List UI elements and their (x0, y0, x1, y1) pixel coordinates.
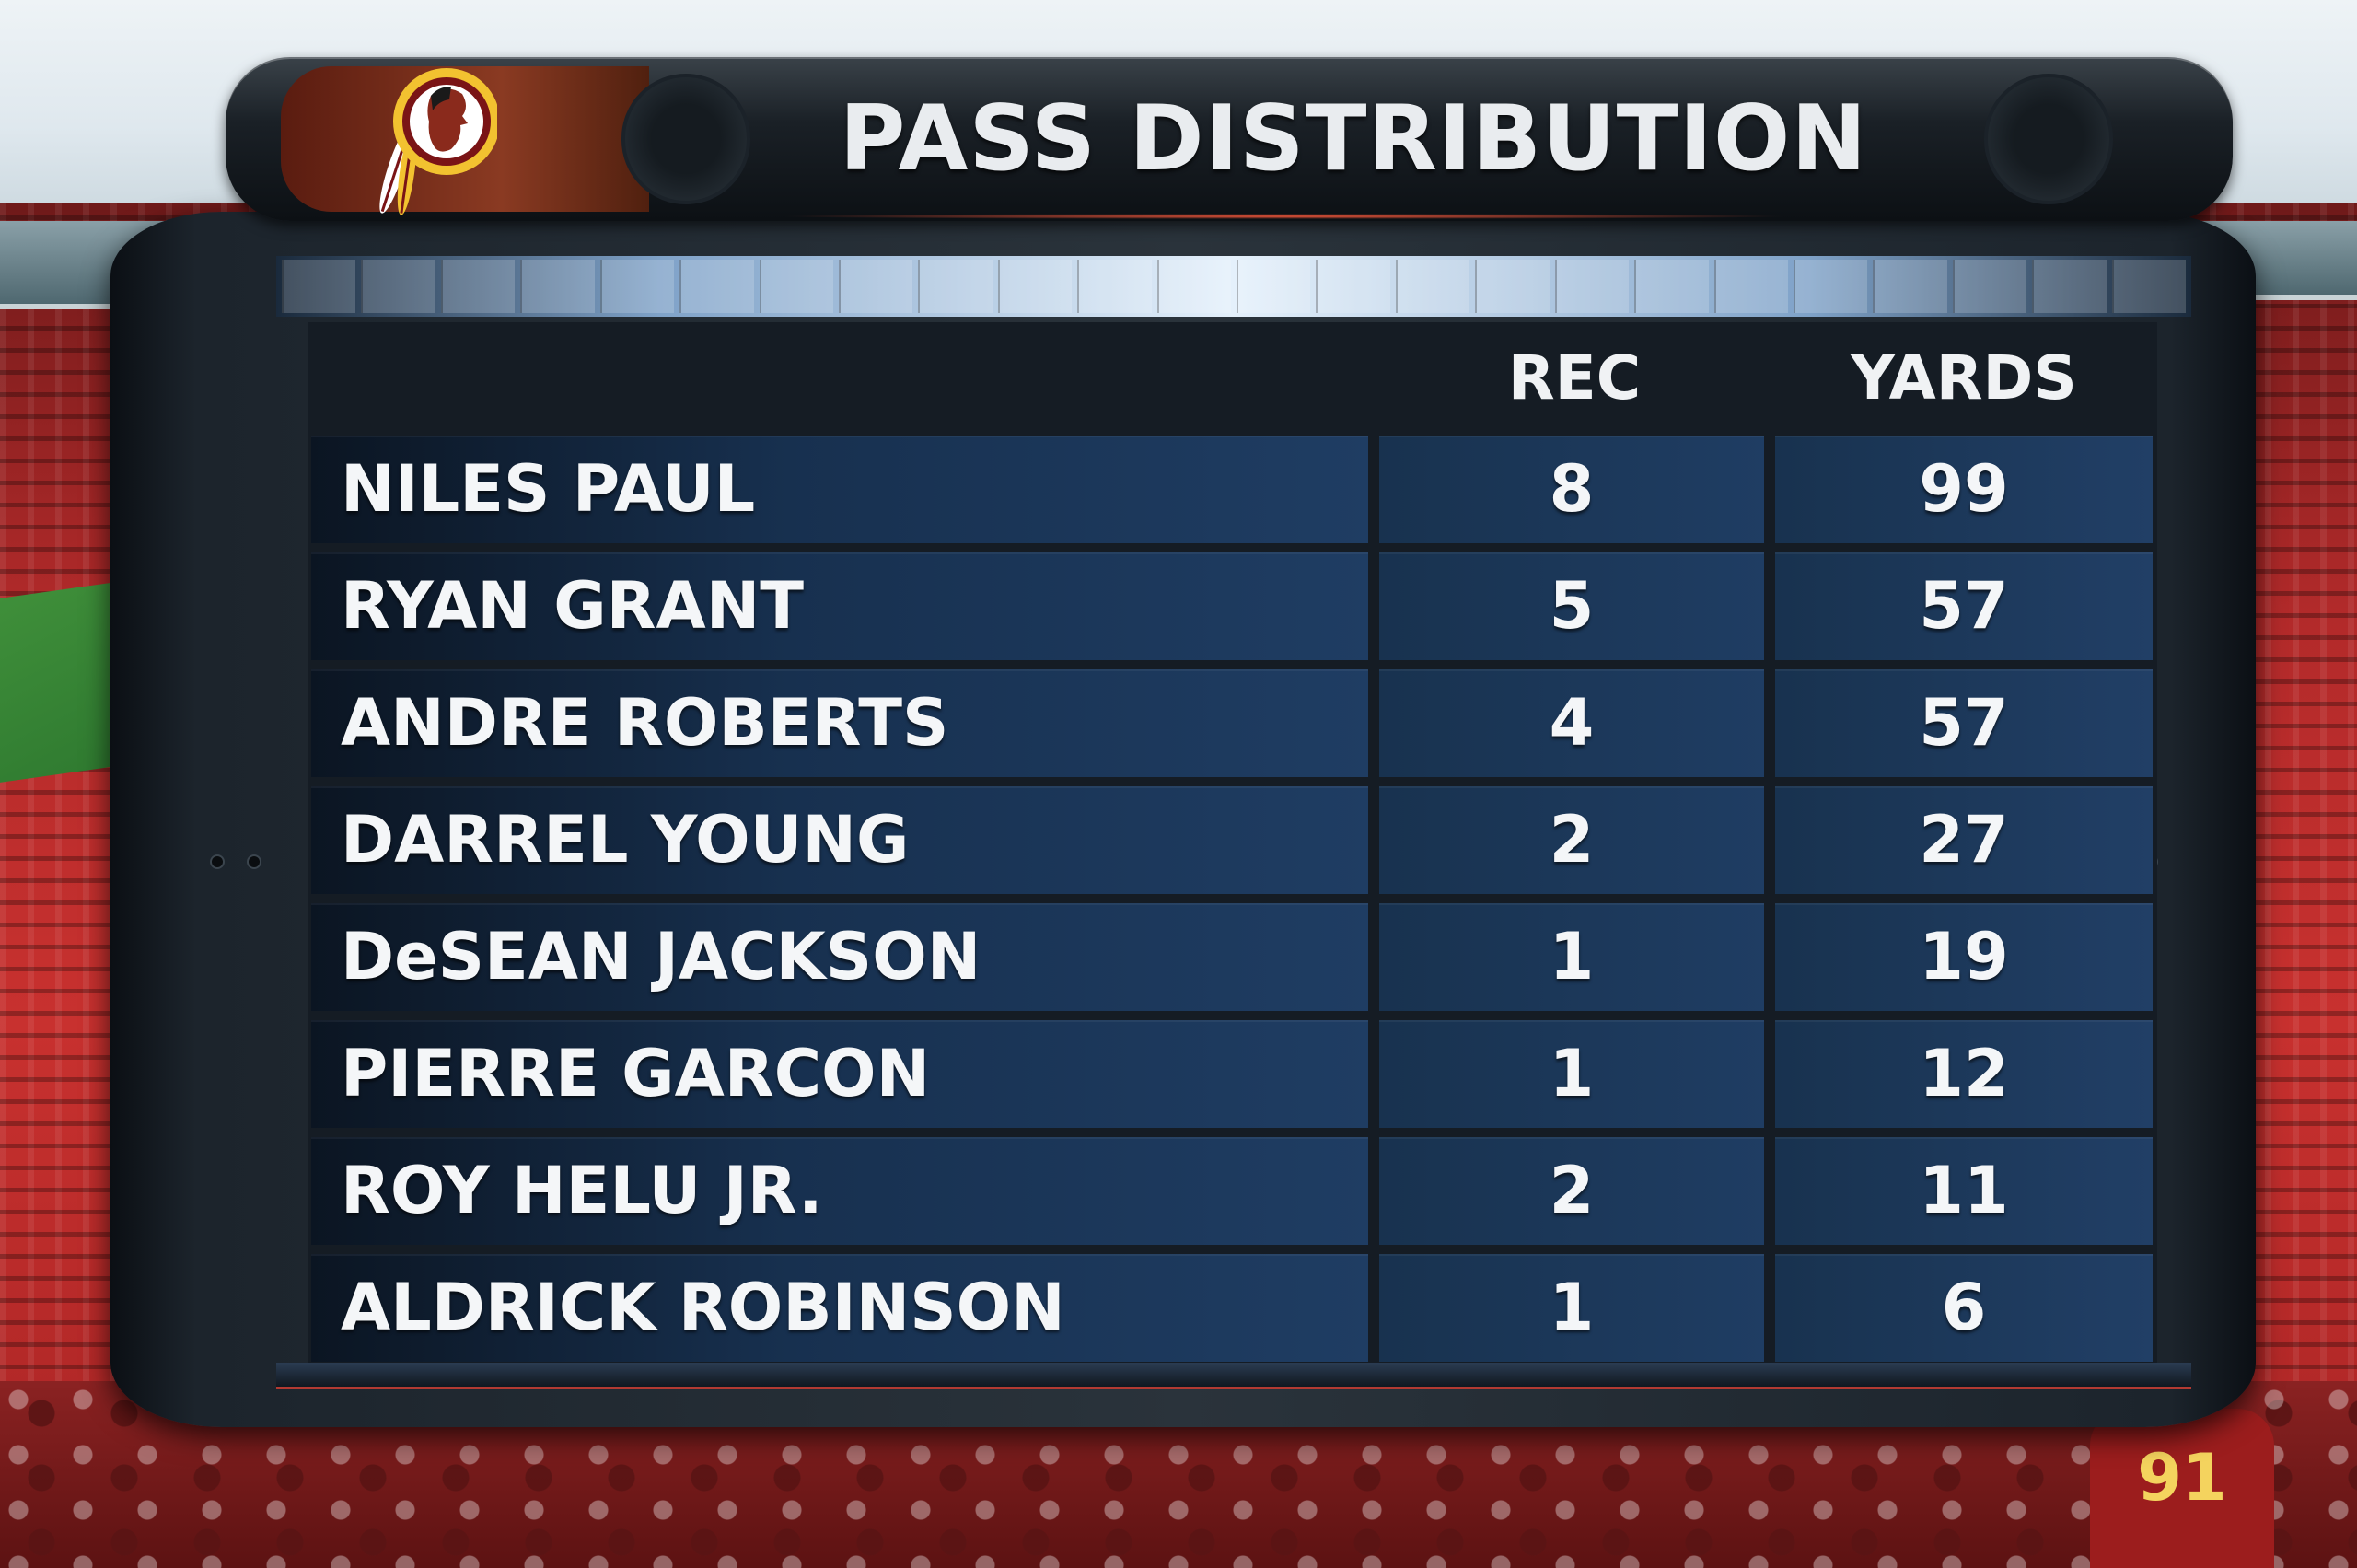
column-header-yards: YARDS (1851, 343, 2077, 413)
light-segment (1634, 260, 1709, 313)
rec-cell: 1 (1379, 1020, 1764, 1128)
player-name: ALDRICK ROBINSON (341, 1270, 1065, 1345)
yards-cell: 11 (1775, 1137, 2153, 1245)
rec-cell: 2 (1379, 786, 1764, 894)
light-segment (1794, 260, 1868, 313)
light-segment (1237, 260, 1311, 313)
light-bar-decoration (276, 256, 2191, 317)
player-cell: PIERRE GARCON (311, 1020, 1368, 1128)
light-segment (2111, 260, 2187, 313)
player-name: RYAN GRANT (341, 568, 805, 644)
frame-rivet (212, 856, 223, 867)
light-segment (2032, 260, 2107, 313)
player-name: DeSEAN JACKSON (341, 919, 981, 994)
yards-value: 57 (1919, 685, 2009, 761)
graphic-title: PASS DISTRIBUTION (839, 87, 1868, 192)
header-ring-decoration (621, 74, 750, 204)
light-segment (1873, 260, 1947, 313)
light-segment (282, 260, 356, 313)
header-ring-decoration (1984, 74, 2113, 204)
yards-value: 99 (1919, 451, 2009, 527)
fan-jersey-number: 91 (2137, 1440, 2227, 1516)
table-row: RYAN GRANT 5 57 (311, 552, 2153, 660)
player-cell: ROY HELU JR. (311, 1137, 1368, 1245)
table-row: PIERRE GARCON 1 12 (311, 1020, 2153, 1128)
rec-value: 8 (1549, 451, 1595, 527)
light-segment (1952, 260, 2027, 313)
player-cell: ALDRICK ROBINSON (311, 1254, 1368, 1362)
yards-value: 11 (1919, 1153, 2009, 1228)
rec-value: 4 (1549, 685, 1595, 761)
player-cell: ANDRE ROBERTS (311, 669, 1368, 777)
player-name: ROY HELU JR. (341, 1153, 823, 1228)
light-segment (679, 260, 754, 313)
rec-value: 1 (1549, 1036, 1595, 1111)
column-header-rec: REC (1507, 343, 1642, 413)
rec-cell: 1 (1379, 1254, 1764, 1362)
light-segment (1713, 260, 1789, 313)
table-row: DARREL YOUNG 2 27 (311, 786, 2153, 894)
rec-cell: 2 (1379, 1137, 1764, 1245)
yards-value: 19 (1919, 919, 2009, 994)
playing-field (0, 580, 129, 783)
fan-jersey: 91 (2090, 1409, 2274, 1568)
light-segment (1156, 260, 1232, 313)
yards-cell: 57 (1775, 669, 2153, 777)
rec-value: 2 (1549, 802, 1595, 877)
player-name: DARREL YOUNG (341, 802, 910, 877)
rec-value: 2 (1549, 1153, 1595, 1228)
player-cell: RYAN GRANT (311, 552, 1368, 660)
light-segment (440, 260, 516, 313)
rec-cell: 8 (1379, 436, 1764, 543)
yards-cell: 12 (1775, 1020, 2153, 1128)
graphic-header: PASS DISTRIBUTION (226, 57, 2233, 221)
light-segment (361, 260, 435, 313)
table-bottom-bar (276, 1363, 2191, 1389)
player-cell: DeSEAN JACKSON (311, 903, 1368, 1011)
yards-value: 57 (1919, 568, 2009, 644)
table-row: ANDRE ROBERTS 4 57 (311, 669, 2153, 777)
table-row: DeSEAN JACKSON 1 19 (311, 903, 2153, 1011)
player-cell: DARREL YOUNG (311, 786, 1368, 894)
rec-cell: 1 (1379, 903, 1764, 1011)
light-segment (759, 260, 833, 313)
rec-cell: 5 (1379, 552, 1764, 660)
yards-cell: 19 (1775, 903, 2153, 1011)
player-cell: NILES PAUL (311, 436, 1368, 543)
yards-cell: 27 (1775, 786, 2153, 894)
frame-rivet (249, 856, 260, 867)
light-segment (1395, 260, 1470, 313)
yards-cell: 57 (1775, 552, 2153, 660)
rec-value: 1 (1549, 919, 1595, 994)
light-segment (918, 260, 993, 313)
player-name: ANDRE ROBERTS (341, 685, 949, 761)
light-segment (1077, 260, 1152, 313)
light-segment (838, 260, 913, 313)
yards-cell: 99 (1775, 436, 2153, 543)
table-row: ROY HELU JR. 2 11 (311, 1137, 2153, 1245)
yards-value: 6 (1941, 1270, 1987, 1345)
light-segment (520, 260, 595, 313)
rec-value: 1 (1549, 1270, 1595, 1345)
player-name: NILES PAUL (341, 451, 756, 527)
table-row: NILES PAUL 8 99 (311, 436, 2153, 543)
table-row: ALDRICK ROBINSON 1 6 (311, 1254, 2153, 1362)
player-name: PIERRE GARCON (341, 1036, 931, 1111)
washington-team-logo-icon (379, 68, 497, 215)
light-segment (1475, 260, 1550, 313)
yards-cell: 6 (1775, 1254, 2153, 1362)
yards-value: 12 (1919, 1036, 2009, 1111)
light-segment (599, 260, 675, 313)
rec-value: 5 (1549, 568, 1595, 644)
light-segment (997, 260, 1073, 313)
yards-value: 27 (1919, 802, 2009, 877)
light-segment (1316, 260, 1390, 313)
rec-cell: 4 (1379, 669, 1764, 777)
header-glow (778, 214, 1791, 219)
light-segment (1554, 260, 1630, 313)
